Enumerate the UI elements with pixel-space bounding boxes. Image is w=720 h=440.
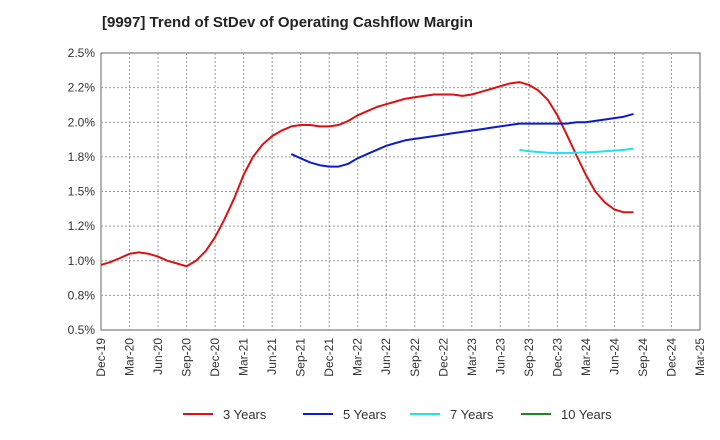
x-tick-label: Sep-24 bbox=[636, 338, 650, 377]
y-tick-label: 2.5% bbox=[68, 46, 96, 60]
legend: 3 Years 5 Years 7 Years 10 Years bbox=[183, 407, 612, 422]
tick-x: Dec-19 Mar-20 Jun-20 Sep-20 Dec-20 Mar-21 Jun-… bbox=[94, 338, 707, 377]
legend-label: 7 Years bbox=[450, 407, 494, 422]
y-tick-label: 2.0% bbox=[68, 115, 96, 129]
x-tick-label: Dec-20 bbox=[208, 338, 222, 377]
y-tick-label: 2.2% bbox=[68, 81, 96, 95]
x-tick-label: Dec-21 bbox=[322, 338, 336, 377]
y-tick-label: 0.8% bbox=[68, 288, 96, 302]
series-line-5-years bbox=[290, 112, 634, 168]
y-tick-label: 1.0% bbox=[68, 254, 96, 268]
y-tick-label: 1.8% bbox=[68, 150, 96, 164]
x-tick-label: Dec-24 bbox=[664, 338, 678, 377]
x-tick-label: Jun-24 bbox=[607, 338, 621, 375]
tick-y: 0.5% 0.8% 1.0% 1.2% 1.5% 1.8% 2.0% 2.2% 2.5% bbox=[68, 46, 96, 337]
x-tick-label: Mar-23 bbox=[465, 338, 479, 376]
x-tick-label: Mar-22 bbox=[351, 338, 365, 376]
x-tick-label: Jun-22 bbox=[379, 338, 393, 375]
series-line-7-years bbox=[519, 147, 634, 154]
x-tick-label: Dec-23 bbox=[550, 338, 564, 377]
y-tick-label: 1.2% bbox=[68, 219, 96, 233]
x-tick-label: Mar-20 bbox=[123, 338, 137, 376]
x-tick-label: Jun-23 bbox=[493, 338, 507, 375]
x-tick-label: Sep-23 bbox=[522, 338, 536, 377]
legend-label: 5 Years bbox=[343, 407, 387, 422]
legend-label: 10 Years bbox=[561, 407, 612, 422]
x-tick-label: Dec-19 bbox=[94, 338, 108, 377]
y-tick-label: 0.5% bbox=[68, 323, 96, 337]
series-layer bbox=[100, 81, 634, 268]
chart-title: [9997] Trend of StDev of Operating Cashf… bbox=[102, 14, 473, 31]
y-tick-label: 1.5% bbox=[68, 185, 96, 199]
x-tick-label: Jun-20 bbox=[151, 338, 165, 375]
x-tick-label: Sep-22 bbox=[408, 338, 422, 377]
x-tick-label: Sep-20 bbox=[180, 338, 194, 377]
x-tick-label: Jun-21 bbox=[265, 338, 279, 375]
x-tick-label: Mar-25 bbox=[693, 338, 707, 376]
legend-label: 3 Years bbox=[223, 407, 267, 422]
x-tick-label: Dec-22 bbox=[436, 338, 450, 377]
x-tick-label: Sep-21 bbox=[294, 338, 308, 377]
series-line-3-years bbox=[100, 81, 634, 268]
x-tick-label: Mar-21 bbox=[237, 338, 251, 376]
x-tick-label: Mar-24 bbox=[579, 338, 593, 376]
